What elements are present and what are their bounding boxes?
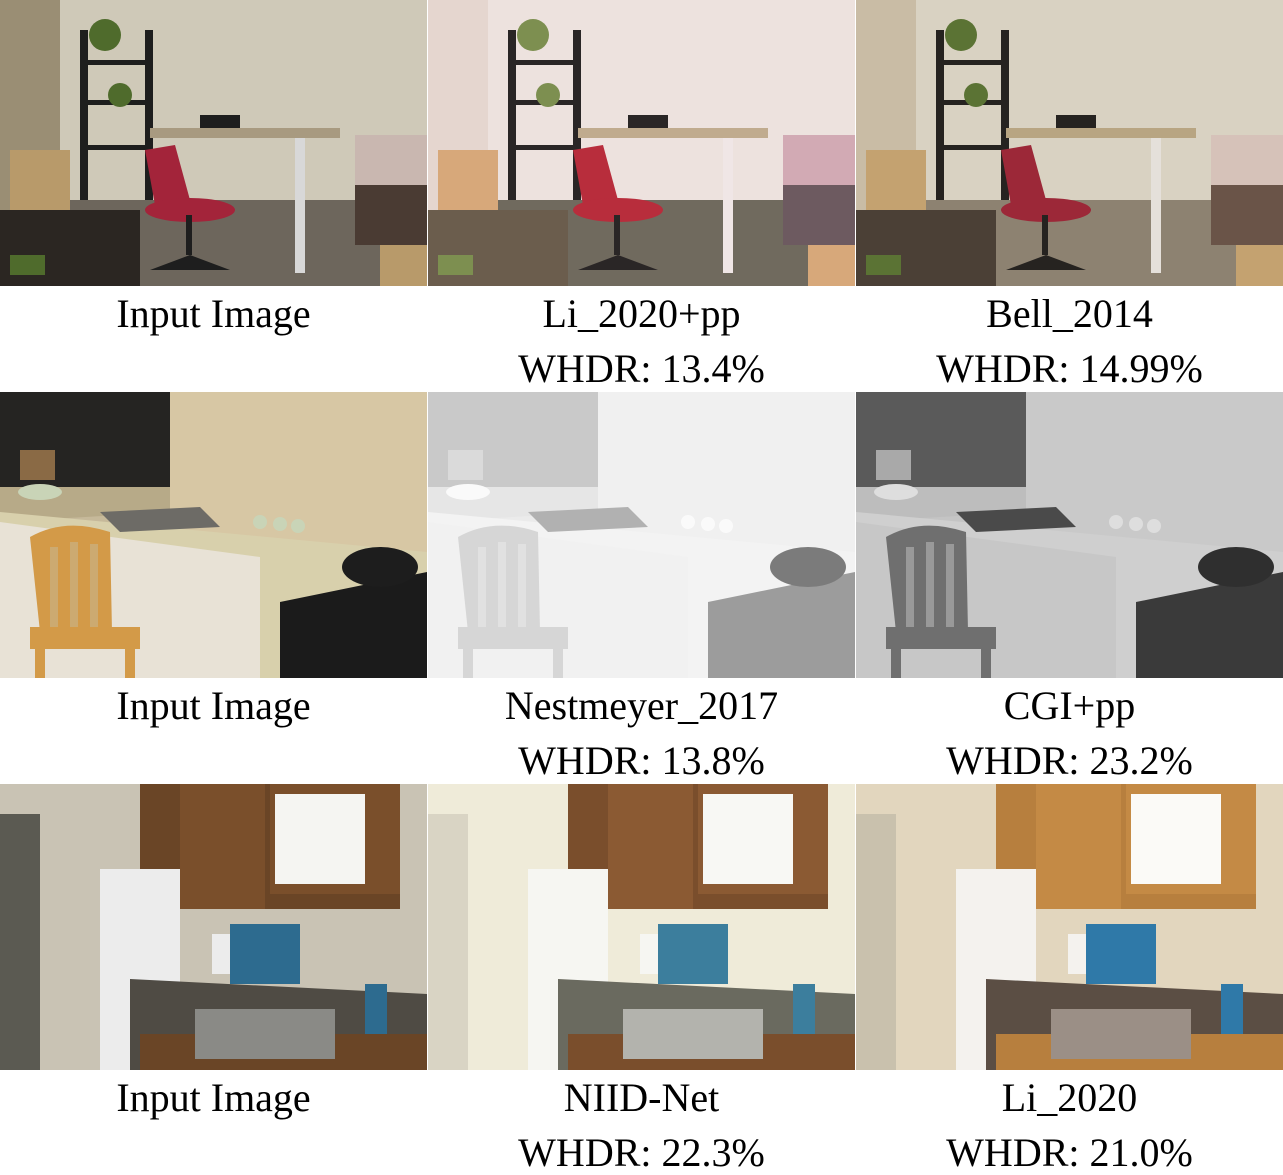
albedo-image-cgipp (856, 392, 1283, 678)
method-label: CGI+pp (1003, 683, 1136, 728)
whdr-score: WHDR: 21.0% (946, 1130, 1193, 1175)
method-label: Bell_2014 (986, 291, 1153, 336)
method-label: Input Image (116, 291, 311, 336)
method-label: Li_2020+pp (542, 291, 741, 336)
method-label: Input Image (116, 683, 311, 728)
cell-niidnet: NIID-Net WHDR: 22.3% (428, 784, 855, 1175)
cell-input-kitchen-fridge: Input Image (0, 784, 427, 1120)
cell-li2020: Li_2020 WHDR: 21.0% (856, 784, 1283, 1175)
cell-bell2014: Bell_2014 WHDR: 14.99% (856, 0, 1283, 391)
cell-input-office: Input Image (0, 0, 427, 336)
cell-cgipp: CGI+pp WHDR: 23.2% (856, 392, 1283, 783)
albedo-image-niidnet (428, 784, 855, 1070)
method-label: NIID-Net (563, 1075, 720, 1120)
method-label: Nestmeyer_2017 (504, 683, 779, 728)
whdr-score: WHDR: 23.2% (946, 738, 1193, 783)
whdr-score: WHDR: 14.99% (936, 346, 1203, 391)
method-label: Li_2020 (1001, 1075, 1138, 1120)
whdr-score: WHDR: 13.4% (518, 346, 765, 391)
albedo-image-nestmeyer2017 (428, 392, 855, 678)
cell-input-kitchen-corner: Input Image (0, 392, 427, 728)
input-image-office (0, 0, 427, 286)
input-image-kitchen-corner (0, 392, 427, 678)
whdr-score: WHDR: 13.8% (518, 738, 765, 783)
albedo-image-li2020 (856, 784, 1283, 1070)
method-label: Input Image (116, 1075, 311, 1120)
whdr-score: WHDR: 22.3% (518, 1130, 765, 1175)
input-image-kitchen-fridge (0, 784, 427, 1070)
albedo-image-bell2014 (856, 0, 1283, 286)
cell-nestmeyer2017: Nestmeyer_2017 WHDR: 13.8% (428, 392, 855, 783)
cell-li2020pp: Li_2020+pp WHDR: 13.4% (428, 0, 855, 391)
albedo-image-li2020pp (428, 0, 855, 286)
